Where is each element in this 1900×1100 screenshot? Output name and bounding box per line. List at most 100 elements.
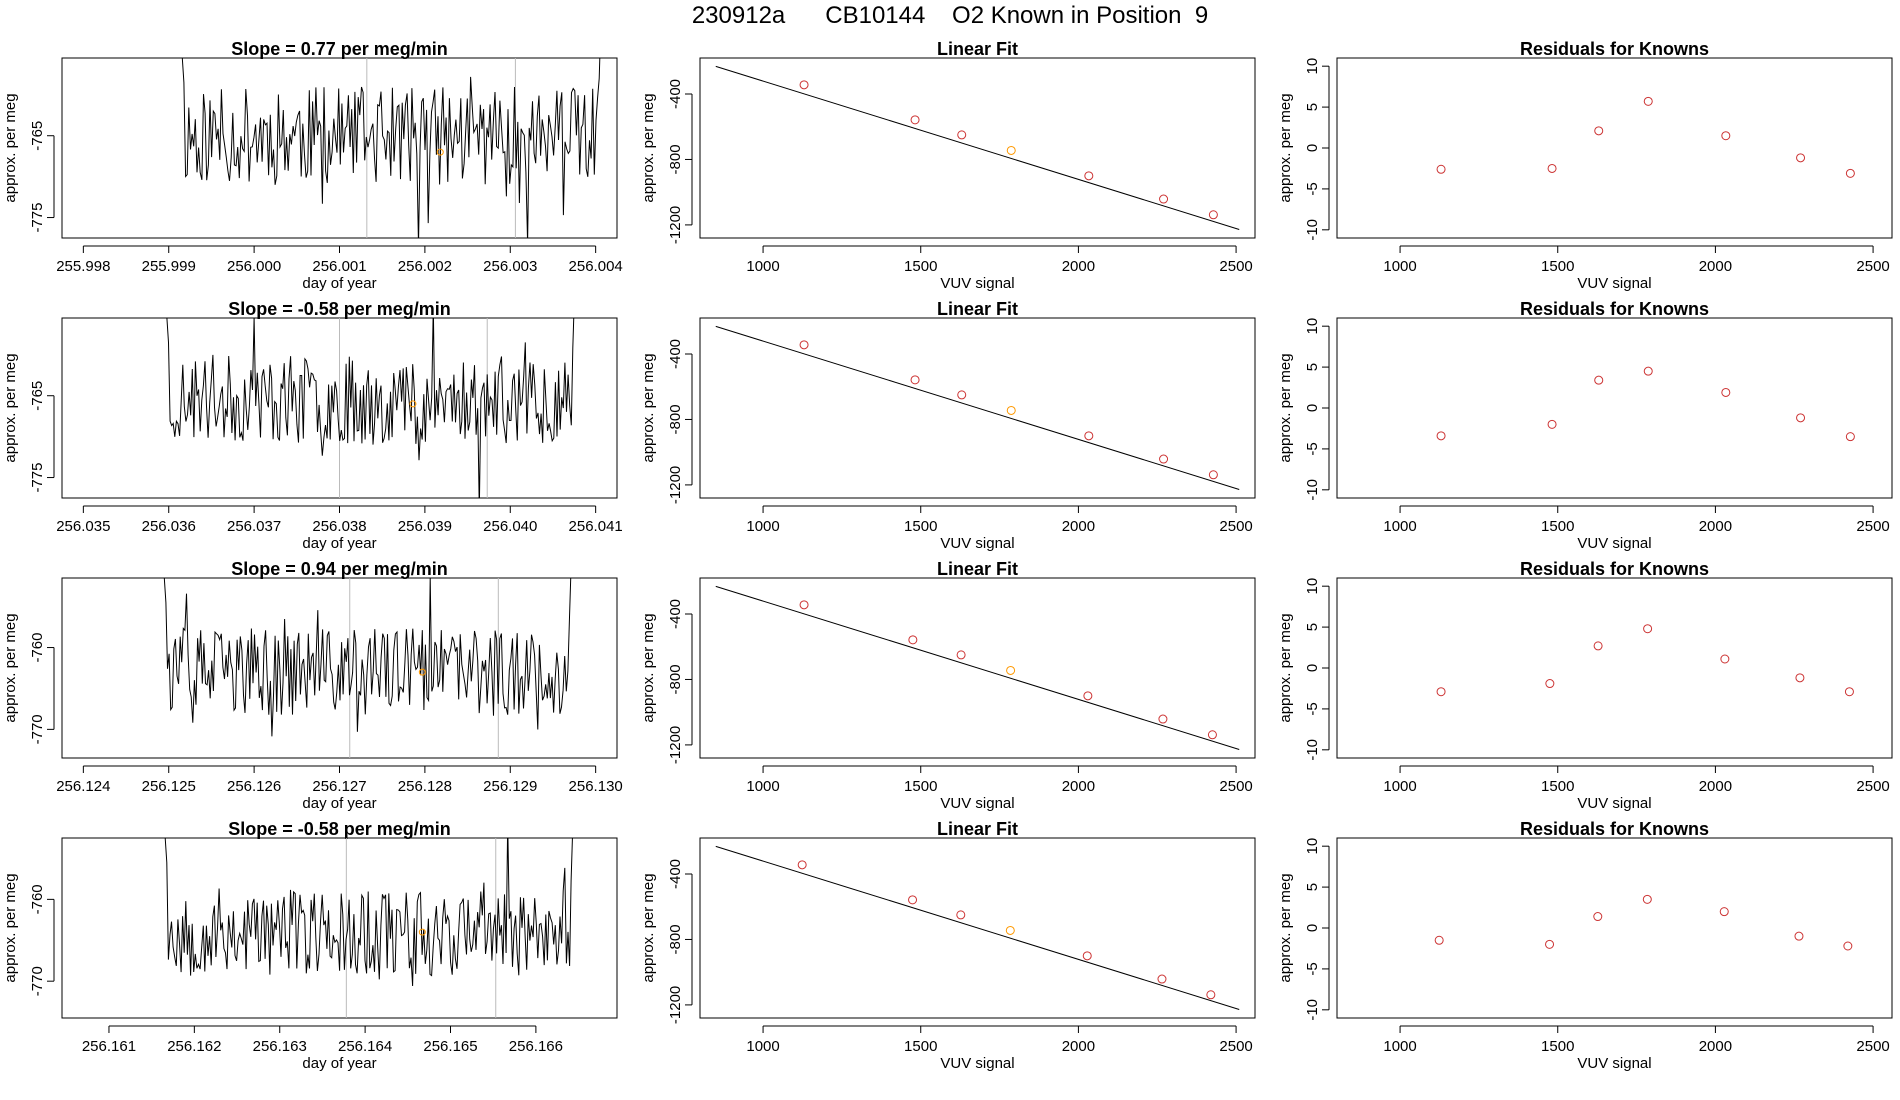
x-tick-label: 2500 xyxy=(1856,1038,1889,1055)
highlight-point xyxy=(1006,145,1016,155)
x-tick-label: 2000 xyxy=(1062,1038,1095,1055)
x-tick-label: 256.039 xyxy=(398,518,452,535)
data-point xyxy=(1436,164,1446,174)
x-tick-label: 256.127 xyxy=(312,778,366,795)
x-tick-label: 2000 xyxy=(1699,518,1732,535)
data-point xyxy=(1642,894,1652,904)
highlight-point xyxy=(418,928,426,936)
x-tick-label: 256.166 xyxy=(509,1038,563,1055)
y-tick-label: -400 xyxy=(667,339,684,369)
x-tick-label: 2500 xyxy=(1219,1038,1252,1055)
data-point xyxy=(1208,210,1218,220)
plot-frame xyxy=(61,57,618,239)
plot-title: Residuals for Knowns xyxy=(1520,39,1709,59)
y-tick-label: 5 xyxy=(1304,363,1321,371)
series-line xyxy=(163,578,572,737)
data-point xyxy=(1208,470,1218,480)
y-axis-label: approx. per meg xyxy=(1277,873,1294,982)
x-tick-label: 1500 xyxy=(904,518,937,535)
series-line xyxy=(166,318,575,498)
y-tick-label: -10 xyxy=(1304,739,1321,761)
data-point xyxy=(910,115,920,125)
x-tick-label: 256.125 xyxy=(142,778,196,795)
x-tick-label: 1500 xyxy=(1541,258,1574,275)
x-tick-label: 256.041 xyxy=(569,518,623,535)
plot-frame xyxy=(699,577,1256,759)
y-axis-label: approx. per meg xyxy=(640,353,657,462)
data-point xyxy=(1158,714,1168,724)
x-tick-label: 2000 xyxy=(1699,258,1732,275)
x-tick-label: 2000 xyxy=(1062,258,1095,275)
y-tick-label: 0 xyxy=(1304,924,1321,932)
data-point xyxy=(1157,974,1167,984)
x-tick-label: 256.040 xyxy=(483,518,537,535)
plot-frame xyxy=(1336,837,1893,1019)
data-point xyxy=(797,860,807,870)
x-tick-label: 256.003 xyxy=(483,258,537,275)
x-tick-label: 1500 xyxy=(904,1038,937,1055)
data-point xyxy=(956,910,966,920)
x-tick-label: 2000 xyxy=(1699,778,1732,795)
x-tick-label: 256.036 xyxy=(142,518,196,535)
x-axis-label: VUV signal xyxy=(1577,535,1651,552)
x-tick-label: 1000 xyxy=(1383,1038,1416,1055)
y-tick-label: -10 xyxy=(1304,999,1321,1021)
x-tick-label: 256.001 xyxy=(312,258,366,275)
y-tick-label: 5 xyxy=(1304,103,1321,111)
y-tick-label: -770 xyxy=(29,966,46,996)
y-axis-label: approx. per meg xyxy=(2,613,19,722)
plot-title: Residuals for Knowns xyxy=(1520,299,1709,319)
data-point xyxy=(1159,194,1169,204)
data-point xyxy=(1436,431,1446,441)
x-tick-label: 256.000 xyxy=(227,258,281,275)
plot-frame xyxy=(1336,577,1893,759)
x-axis-label: VUV signal xyxy=(940,1055,1014,1072)
x-tick-label: 1500 xyxy=(1541,778,1574,795)
plot-frame xyxy=(699,317,1256,499)
y-tick-label: -10 xyxy=(1304,479,1321,501)
highlight-point xyxy=(1005,925,1015,935)
y-axis-label: approx. per meg xyxy=(2,873,19,982)
highlight-point xyxy=(409,400,417,408)
data-point xyxy=(1206,990,1216,1000)
x-tick-label: 2500 xyxy=(1856,778,1889,795)
x-tick-label: 256.161 xyxy=(82,1038,136,1055)
y-tick-label: -775 xyxy=(29,203,46,233)
y-tick-label: -765 xyxy=(29,121,46,151)
y-tick-label: -760 xyxy=(29,884,46,914)
data-point xyxy=(1643,624,1653,634)
data-point xyxy=(799,600,809,610)
x-tick-label: 1500 xyxy=(1541,518,1574,535)
data-point xyxy=(1084,431,1094,441)
x-tick-label: 2000 xyxy=(1699,1038,1732,1055)
data-point xyxy=(910,375,920,385)
y-tick-label: -770 xyxy=(29,714,46,744)
data-point xyxy=(1721,131,1731,141)
fit-line xyxy=(715,325,1240,490)
x-axis-label: VUV signal xyxy=(940,275,1014,292)
data-point xyxy=(1643,96,1653,106)
x-tick-label: 256.124 xyxy=(56,778,110,795)
data-point xyxy=(1719,907,1729,917)
data-point xyxy=(957,390,967,400)
data-point xyxy=(1593,912,1603,922)
x-tick-label: 1500 xyxy=(904,258,937,275)
data-point xyxy=(1545,679,1555,689)
x-tick-label: 256.162 xyxy=(167,1038,221,1055)
y-tick-label: 0 xyxy=(1304,664,1321,672)
data-point xyxy=(1795,673,1805,683)
y-tick-label: 0 xyxy=(1304,404,1321,412)
y-axis-label: approx. per meg xyxy=(1277,613,1294,722)
y-tick-label: -1200 xyxy=(667,466,684,504)
plot-frame xyxy=(1336,57,1893,239)
x-axis-label: VUV signal xyxy=(1577,1055,1651,1072)
x-tick-label: 256.002 xyxy=(398,258,452,275)
x-tick-label: 1000 xyxy=(746,778,779,795)
y-tick-label: -800 xyxy=(667,404,684,434)
plot-title: Slope = 0.77 per meg/min xyxy=(231,39,448,59)
plot-frame xyxy=(1336,317,1893,499)
plot-frame xyxy=(61,577,618,759)
x-tick-label: 256.130 xyxy=(569,778,623,795)
data-point xyxy=(1207,730,1217,740)
plot-title: Residuals for Knowns xyxy=(1520,559,1709,579)
